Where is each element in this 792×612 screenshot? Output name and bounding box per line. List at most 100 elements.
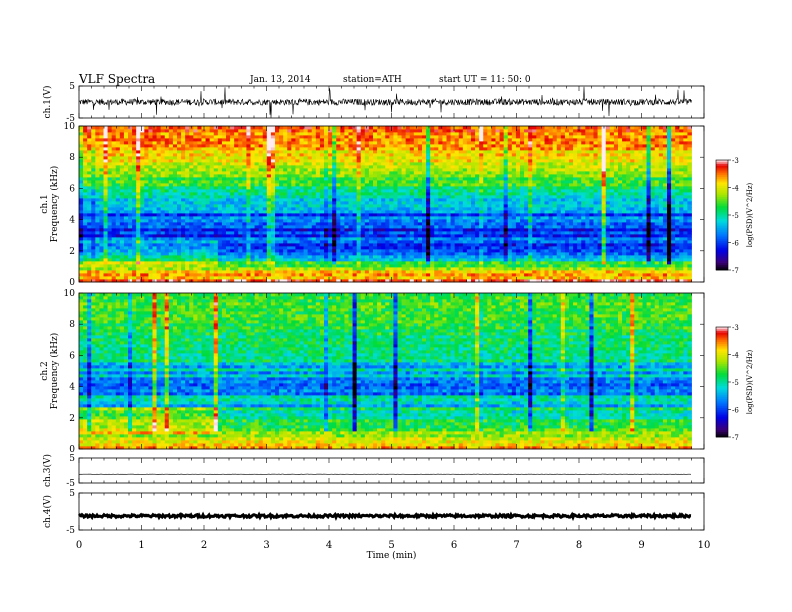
spec-cell bbox=[148, 144, 153, 148]
spec-cell bbox=[181, 228, 186, 232]
spec-cell bbox=[344, 198, 349, 202]
spec-cell bbox=[279, 249, 284, 253]
spec-cell bbox=[242, 261, 247, 265]
spec-cell bbox=[238, 234, 243, 238]
spec-cell bbox=[332, 204, 337, 208]
spec-cell bbox=[115, 222, 121, 226]
spec-cell bbox=[177, 201, 182, 205]
spec-cell bbox=[115, 252, 121, 256]
spec-cell bbox=[262, 174, 268, 178]
spec-cell bbox=[295, 189, 300, 193]
spec-cell bbox=[262, 234, 268, 238]
spec-cell bbox=[356, 201, 362, 205]
spec-cell bbox=[246, 258, 251, 262]
spec-cell bbox=[368, 150, 374, 154]
spec-cell bbox=[87, 138, 92, 142]
spec-cell bbox=[181, 144, 186, 148]
spec-cell bbox=[446, 216, 451, 220]
spec-cell bbox=[258, 186, 264, 190]
spec-cell bbox=[128, 219, 133, 223]
spec-cell bbox=[417, 186, 423, 190]
spec-cell bbox=[160, 135, 166, 139]
spec-cell bbox=[79, 261, 84, 265]
spec-cell bbox=[111, 192, 117, 196]
spec-cell bbox=[258, 240, 264, 244]
spec-cell bbox=[152, 186, 157, 190]
spec-cell bbox=[168, 207, 174, 211]
spec-cell bbox=[258, 267, 264, 271]
spec-cell bbox=[115, 138, 121, 142]
spec-cell bbox=[226, 162, 231, 166]
spec-cell bbox=[95, 174, 100, 178]
spec-cell bbox=[454, 144, 460, 148]
spec-cell bbox=[442, 198, 447, 202]
spec-cell bbox=[181, 249, 186, 253]
spec-cell bbox=[91, 201, 96, 205]
spec-cell bbox=[413, 237, 419, 241]
spec-cell bbox=[185, 237, 190, 241]
spec-cell bbox=[409, 207, 415, 211]
spec-cell bbox=[136, 171, 141, 175]
spec-cell bbox=[401, 159, 407, 163]
spec-cell bbox=[401, 258, 407, 262]
spec-cell bbox=[115, 246, 121, 250]
spec-cell bbox=[295, 183, 300, 187]
spec-cell bbox=[311, 234, 317, 238]
spec-cell bbox=[422, 270, 427, 274]
spec-cell bbox=[221, 273, 227, 277]
spec-cell bbox=[446, 198, 451, 202]
spec-cell bbox=[128, 156, 133, 160]
spec-cell bbox=[185, 225, 190, 229]
spec-cell bbox=[450, 210, 456, 214]
spec-cell bbox=[344, 195, 349, 199]
spec-cell bbox=[270, 201, 276, 205]
spec-cell bbox=[364, 276, 370, 280]
spec-cell bbox=[385, 276, 390, 280]
spec-cell bbox=[385, 246, 390, 250]
spec-cell bbox=[385, 141, 390, 145]
spec-cell bbox=[348, 213, 353, 217]
spec-cell bbox=[213, 207, 219, 211]
spec-cell bbox=[197, 246, 202, 250]
spec-cell bbox=[160, 267, 166, 271]
spec-cell bbox=[91, 156, 96, 160]
spec-cell bbox=[360, 231, 366, 235]
spec-cell bbox=[79, 276, 84, 280]
spec-cell bbox=[381, 279, 386, 283]
spec-cell bbox=[319, 171, 325, 175]
spec-cell bbox=[319, 195, 325, 199]
spec-cell bbox=[197, 228, 202, 232]
spec-cell bbox=[454, 141, 460, 145]
spec-cell bbox=[205, 174, 211, 178]
spec-cell bbox=[258, 168, 264, 172]
spec-cell bbox=[458, 207, 464, 211]
spec-cell bbox=[140, 204, 145, 208]
spec-cell bbox=[295, 198, 300, 202]
spec-cell bbox=[217, 228, 223, 232]
spec-cell bbox=[270, 264, 276, 268]
spec-cell bbox=[160, 132, 166, 136]
spec-cell bbox=[246, 279, 251, 283]
spec-cell bbox=[368, 219, 374, 223]
spec-cell bbox=[181, 165, 186, 169]
spec-cell bbox=[373, 168, 378, 172]
spec-cell bbox=[417, 189, 423, 193]
spec-cell bbox=[213, 255, 219, 259]
spec-cell bbox=[132, 231, 137, 235]
spec-cell bbox=[287, 144, 292, 148]
spec-cell bbox=[442, 264, 447, 268]
spec-cell bbox=[454, 237, 460, 241]
spec-cell bbox=[303, 207, 309, 211]
spec-cell bbox=[87, 168, 92, 172]
spec-cell bbox=[172, 201, 178, 205]
spec-cell bbox=[328, 219, 333, 223]
spec-cell bbox=[413, 252, 419, 256]
spec-cell bbox=[234, 267, 239, 271]
spec-cell bbox=[201, 234, 206, 238]
spec-cell bbox=[95, 204, 100, 208]
spec-cell bbox=[417, 150, 423, 154]
spec-cell bbox=[328, 207, 333, 211]
spec-cell bbox=[368, 255, 374, 259]
spec-cell bbox=[303, 174, 309, 178]
spec-cell bbox=[385, 129, 390, 133]
